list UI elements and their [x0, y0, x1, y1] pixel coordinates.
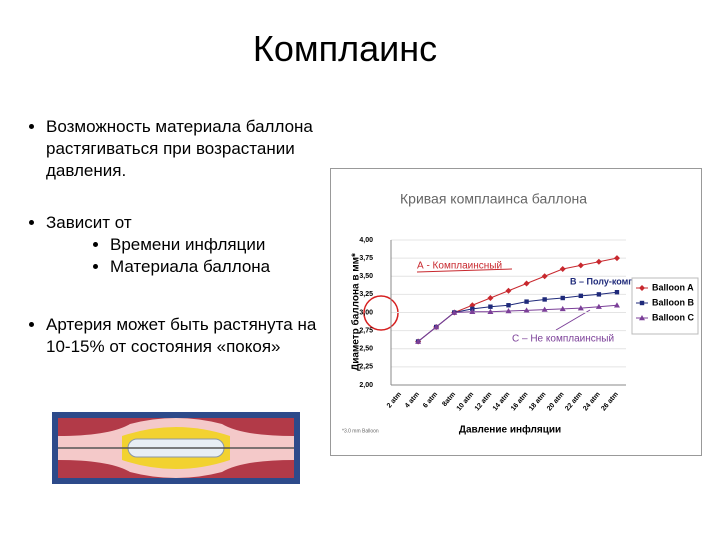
marker: [488, 304, 493, 309]
bullet: Зависит от: [46, 212, 316, 234]
marker: [433, 324, 440, 330]
y-tick-label: 3,00: [359, 309, 373, 316]
marker: [505, 308, 512, 314]
legend-label: Balloon C: [652, 312, 694, 322]
marker: [505, 287, 512, 294]
annotation-arrow: [555, 309, 591, 331]
marker: [639, 300, 645, 306]
marker: [487, 295, 494, 301]
marker: [559, 305, 566, 312]
marker: [595, 258, 602, 265]
marker: [578, 293, 584, 299]
bullet: Возможность материала баллона растягиват…: [46, 116, 316, 182]
marker: [577, 262, 584, 269]
sub-bullet: Времени инфляции: [110, 234, 330, 256]
annotation-line: [416, 268, 513, 273]
legend-label: Balloon A: [652, 282, 694, 292]
marker: [614, 290, 620, 295]
annotation: С – Не комплаинсный: [512, 334, 614, 345]
marker: [639, 315, 645, 321]
y-tick-label: 2,50: [359, 346, 373, 353]
bullet: Артерия может быть растянута на 10-15% о…: [46, 314, 326, 358]
y-tick-label: 4,00: [359, 237, 373, 244]
marker: [541, 273, 548, 280]
y-axis-title: Диаметр баллона в мм*: [350, 253, 362, 371]
marker: [541, 306, 548, 312]
marker: [415, 338, 422, 344]
y-tick-label: 3,75: [359, 255, 373, 262]
y-tick-label: 2,25: [359, 364, 373, 371]
marker: [639, 285, 645, 291]
marker: [451, 309, 458, 315]
marker: [542, 297, 547, 302]
series-line: [417, 304, 618, 342]
chart-title: Кривая комплаинса баллона: [400, 191, 587, 207]
bullet-list: Возможность материала баллона растягиват…: [22, 116, 316, 182]
footnote: *3.0 mm Balloon: [342, 428, 379, 434]
marker: [469, 308, 476, 314]
marker: [523, 280, 530, 287]
bullet-list: Артерия может быть растянута на 10-15% о…: [22, 314, 326, 358]
marker: [487, 308, 494, 314]
marker: [595, 303, 602, 309]
y-tick-label: 2,75: [359, 327, 373, 334]
chart: Кривая комплаинса баллона Диаметр баллон…: [330, 168, 702, 456]
sub-bullet: Материала баллона: [110, 256, 330, 278]
slide-title: Комплаинс: [252, 28, 438, 69]
annotation: В – Полу-комплаинсный: [570, 276, 679, 286]
marker: [596, 292, 602, 297]
marker: [613, 255, 620, 262]
marker: [506, 303, 511, 308]
y-tick-label: 2,00: [359, 382, 373, 389]
marker: [559, 266, 566, 272]
y-tick-label: 3,50: [359, 273, 373, 280]
annotation: А - Комплаинсный: [417, 261, 502, 272]
marker: [613, 302, 620, 308]
sub-bullet-list: Времени инфляции Материала баллона: [86, 234, 330, 278]
marker: [560, 295, 565, 301]
balloon-illustration: [52, 412, 300, 484]
marker: [577, 305, 584, 311]
bullet-list: Зависит от: [22, 212, 316, 234]
marker: [524, 299, 529, 304]
legend-label: Balloon B: [652, 297, 694, 307]
x-axis-title: Давление инфляции: [459, 424, 561, 436]
y-tick-label: 3,25: [359, 291, 373, 298]
marker: [523, 307, 530, 313]
